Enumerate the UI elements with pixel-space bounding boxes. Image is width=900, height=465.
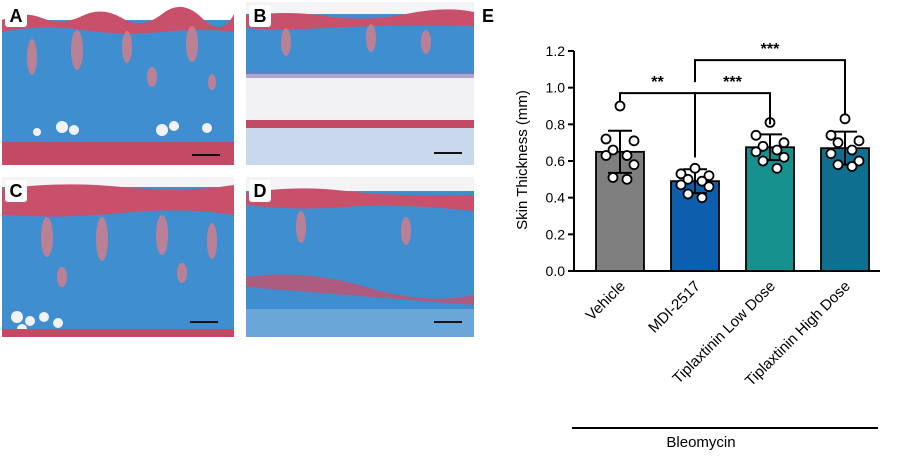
scale-bar-b <box>434 152 462 154</box>
data-point <box>621 173 633 185</box>
data-point <box>839 113 851 125</box>
data-point <box>825 129 837 141</box>
data-point <box>757 140 769 152</box>
data-point <box>750 129 762 141</box>
data-point <box>703 170 715 182</box>
data-point <box>682 188 694 200</box>
significance-bracket <box>694 92 771 158</box>
chart-svg: E Skin Thickness (mm) Bleomycin 0.0 0.2 0.… <box>482 6 880 451</box>
bar <box>670 180 720 272</box>
panel-label-c: C <box>5 180 27 202</box>
data-point <box>757 155 769 167</box>
data-point <box>621 150 633 161</box>
y-axis-label: Skin Thickness (mm) <box>514 90 531 230</box>
data-point <box>628 135 640 147</box>
y-tick-label: 0.6 <box>546 153 566 169</box>
data-point <box>703 181 715 193</box>
bar <box>820 147 870 272</box>
data-point <box>675 179 687 191</box>
data-point <box>600 150 612 161</box>
scale-bar-c <box>190 321 218 323</box>
bar <box>745 146 795 272</box>
data-point <box>689 162 701 174</box>
significance-bracket <box>619 92 696 158</box>
x-category-label: Vehicle <box>583 278 629 324</box>
histology-panel-c: C <box>2 177 234 337</box>
data-point <box>853 135 865 147</box>
histology-panel-d: D <box>246 177 474 337</box>
significance-label: *** <box>723 74 742 91</box>
y-tick-label: 0.2 <box>546 226 566 242</box>
data-point <box>628 159 640 171</box>
scale-bar-a <box>192 154 220 156</box>
data-point <box>832 137 844 149</box>
data-point <box>846 161 858 172</box>
y-tick-label: 0.4 <box>546 190 566 206</box>
panel-label-b: B <box>249 5 271 27</box>
data-point <box>696 175 708 187</box>
histology-panel-b: B <box>246 2 474 165</box>
panel-label-d: D <box>249 180 271 202</box>
y-tick-label: 1.0 <box>546 80 566 96</box>
data-point <box>607 144 619 156</box>
data-point <box>607 172 619 183</box>
data-point <box>600 133 612 145</box>
data-point <box>750 146 762 158</box>
y-tick-label: 0.8 <box>546 116 566 132</box>
data-point <box>771 162 783 174</box>
histology-image-d <box>246 177 474 337</box>
significance-bracket <box>694 59 846 116</box>
histology-image-a <box>2 2 234 165</box>
data-point <box>682 173 694 185</box>
y-tick-label: 0.0 <box>546 263 566 279</box>
y-tick-label: 1.2 <box>546 43 566 59</box>
histology-image-b <box>246 2 474 165</box>
data-point <box>771 144 783 156</box>
group-label: Bleomycin <box>666 434 735 451</box>
panel-label-a: A <box>5 5 27 27</box>
significance-label: *** <box>761 41 780 58</box>
skin-thickness-chart: E Skin Thickness (mm) Bleomycin 0.0 0.2 0.… <box>470 0 900 460</box>
data-point <box>778 137 790 149</box>
data-point <box>675 168 687 180</box>
x-category-label: MDI-2517 <box>645 278 704 337</box>
histology-image-c <box>2 177 234 337</box>
data-point <box>614 100 626 112</box>
histology-panel-a: A <box>2 2 234 165</box>
data-point <box>846 144 858 156</box>
data-point <box>832 159 844 171</box>
data-point <box>853 155 865 167</box>
scale-bar-d <box>434 321 462 323</box>
significance-label: ** <box>651 74 664 91</box>
panel-label-e: E <box>482 6 494 26</box>
data-point <box>778 151 790 163</box>
data-point <box>696 192 708 204</box>
data-point <box>825 148 837 160</box>
